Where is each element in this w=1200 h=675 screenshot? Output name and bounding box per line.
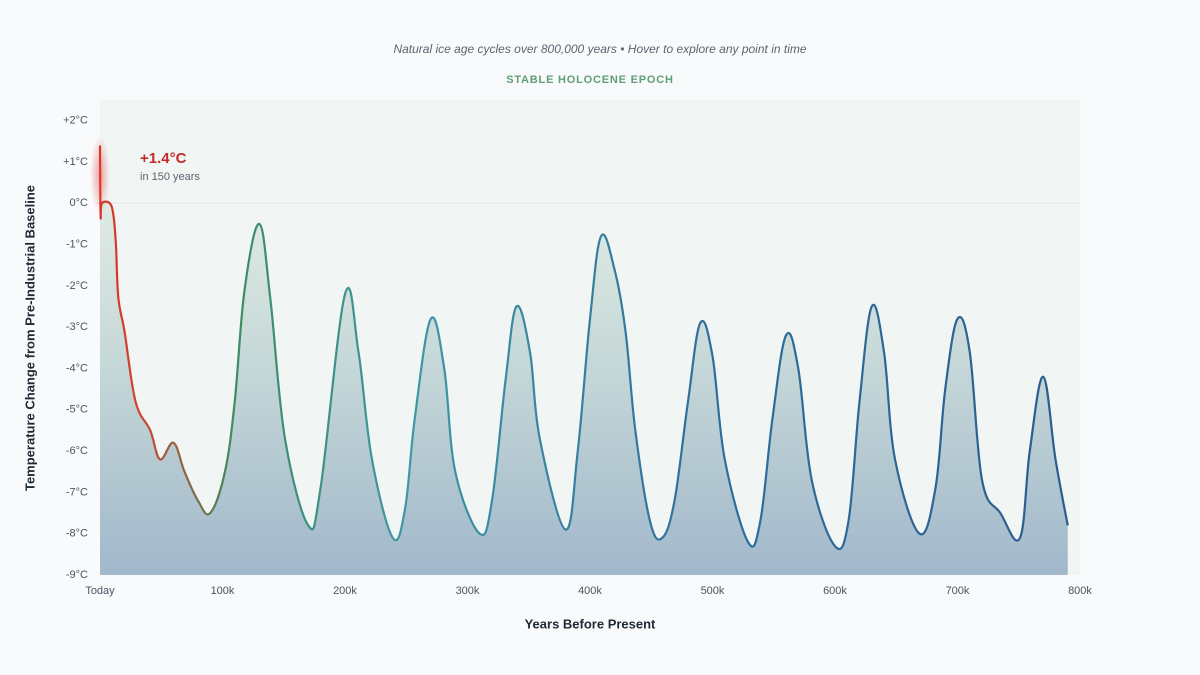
x-tick-label: 600k: [823, 585, 847, 597]
line: [98, 145, 1069, 551]
y-tick-label: -9°C: [66, 569, 88, 581]
plot-layer: +2°C +1°C 0°C -1°C -2°C -3°C -4°C -5°C -6°C -7°C -…: [63, 115, 1092, 597]
subtitle: Natural ice age cycles over 800,000 year…: [393, 42, 806, 56]
annotation-value: +1.4°C: [140, 150, 187, 167]
y-tick-label: 0°C: [70, 197, 89, 209]
badge: STABLE HOLOCENE EPOCH: [506, 74, 674, 86]
x-tick-label: Today: [85, 585, 115, 597]
annotation-note: in 150 years: [140, 171, 200, 183]
x-tick-label: 400k: [578, 585, 602, 597]
area: [100, 145, 1068, 575]
x-tick-label: 700k: [946, 585, 970, 597]
x-axis-label: Years Before Present: [525, 616, 656, 631]
y-tick-label: -3°C: [66, 321, 88, 333]
y-axis-label: Temperature Change from Pre-Industrial B…: [22, 185, 37, 491]
glow: [90, 135, 110, 215]
y-tick-label: +2°C: [63, 115, 88, 127]
y-tick-label: -7°C: [66, 486, 88, 498]
y-tick-label: -6°C: [66, 445, 88, 457]
x-tick-label: 800k: [1068, 585, 1092, 597]
x-tick-label: 200k: [333, 585, 357, 597]
x-tick-label: 300k: [456, 585, 480, 597]
y-tick-label: -4°C: [66, 362, 88, 374]
y-tick-label: +1°C: [63, 156, 88, 168]
y-tick-label: -2°C: [66, 280, 88, 292]
y-tick-label: -1°C: [66, 238, 88, 250]
x-tick-label: 100k: [211, 585, 235, 597]
x-tick-label: 500k: [701, 585, 725, 597]
y-tick-label: -5°C: [66, 404, 88, 416]
y-tick-label: -8°C: [66, 528, 88, 540]
